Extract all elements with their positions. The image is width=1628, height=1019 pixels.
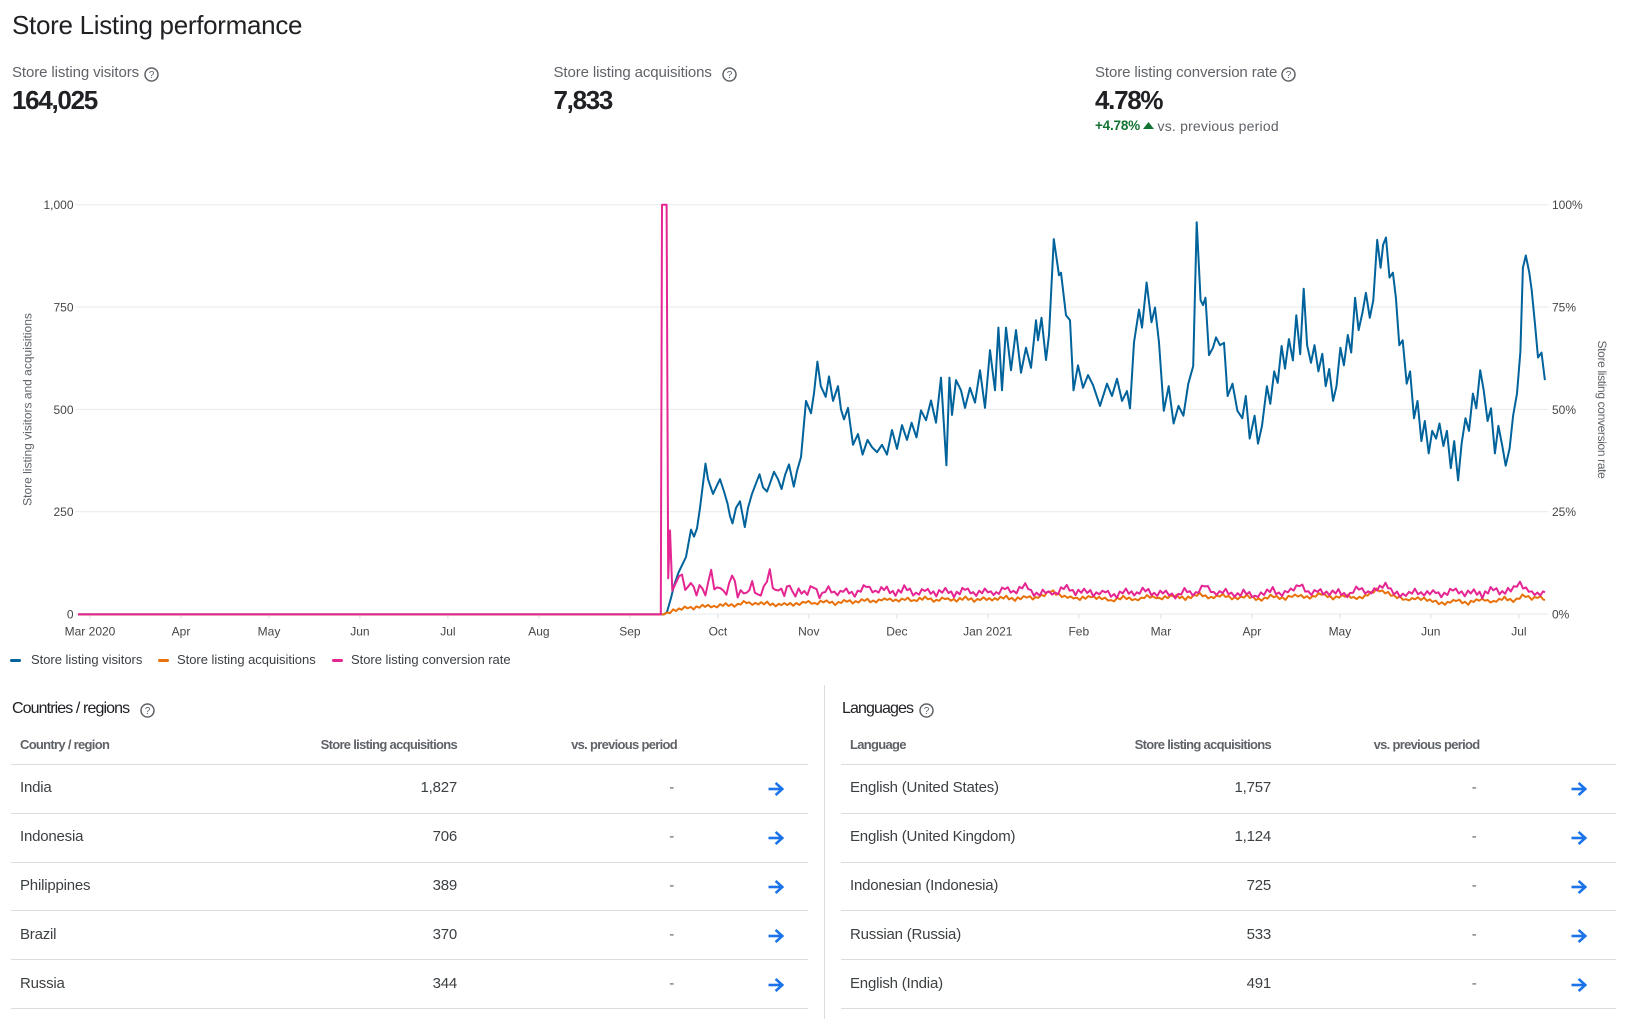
svg-text:?: ? [726,70,732,81]
svg-text:?: ? [145,706,151,717]
svg-text:Sep: Sep [619,625,641,639]
svg-text:May: May [1329,625,1352,639]
svg-text:0%: 0% [1552,607,1570,621]
svg-text:?: ? [1286,70,1292,81]
svg-text:500: 500 [53,403,73,417]
svg-text:Jun: Jun [350,625,369,639]
svg-text:Mar: Mar [1151,625,1172,639]
svg-text:Store listing visitors and acq: Store listing visitors and acquisitions [21,313,35,506]
svg-text:?: ? [149,70,155,81]
svg-text:Jul: Jul [1511,625,1526,639]
svg-text:250: 250 [53,505,73,519]
svg-text:Apr: Apr [172,625,191,639]
svg-text:1,000: 1,000 [43,198,73,212]
svg-text:750: 750 [53,300,73,314]
svg-text:75%: 75% [1552,300,1576,314]
svg-text:Jun: Jun [1421,625,1440,639]
svg-text:Store listing conversion rate: Store listing conversion rate [1595,341,1609,480]
svg-text:May: May [258,625,281,639]
svg-text:100%: 100% [1552,198,1583,212]
svg-text:0: 0 [67,607,74,621]
svg-text:Aug: Aug [528,625,549,639]
svg-text:Mar 2020: Mar 2020 [65,625,116,639]
svg-text:50%: 50% [1552,403,1576,417]
svg-text:Dec: Dec [886,625,907,639]
svg-text:25%: 25% [1552,505,1576,519]
svg-text:Feb: Feb [1068,625,1089,639]
svg-text:?: ? [924,706,930,717]
svg-text:Oct: Oct [709,625,728,639]
svg-text:Jan 2021: Jan 2021 [963,625,1013,639]
svg-text:Apr: Apr [1243,625,1262,639]
svg-text:Jul: Jul [440,625,455,639]
svg-text:Nov: Nov [798,625,819,639]
